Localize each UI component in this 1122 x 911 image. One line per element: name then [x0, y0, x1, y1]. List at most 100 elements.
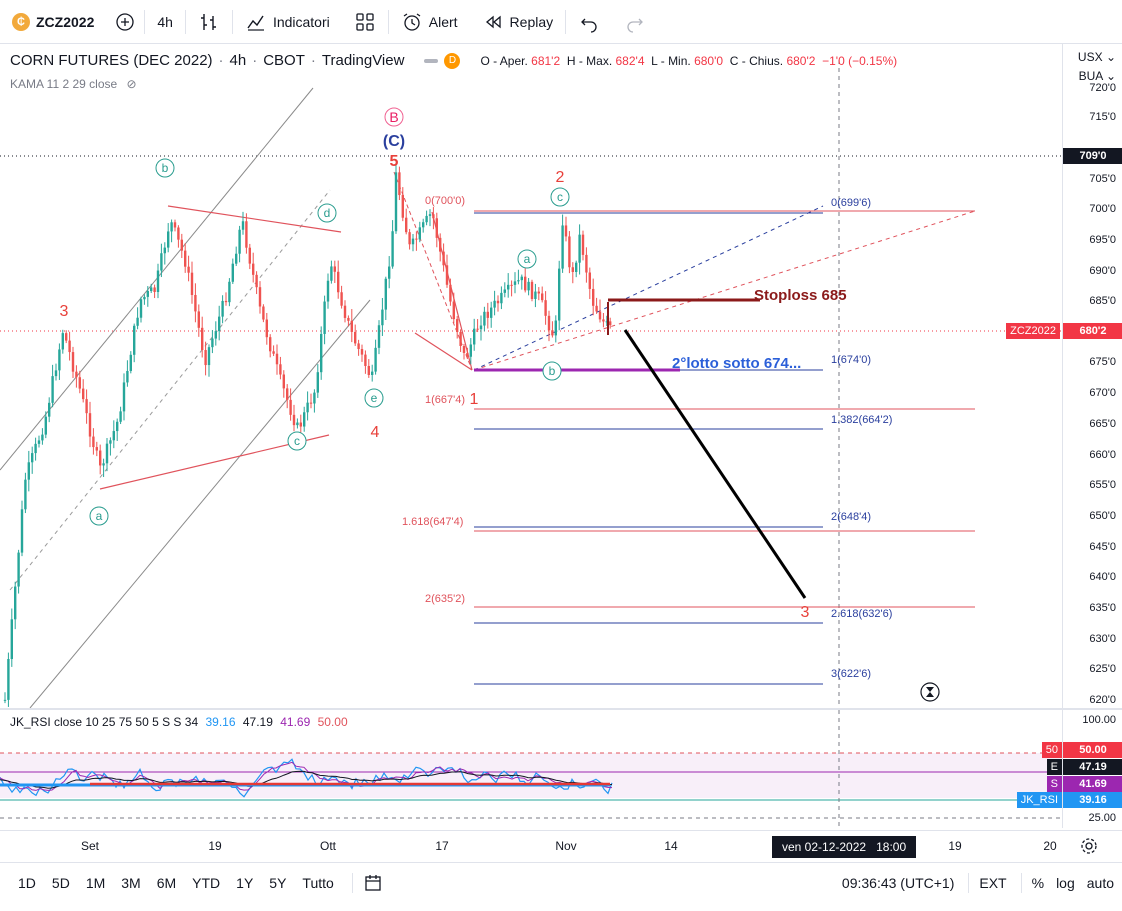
candle-body — [609, 321, 612, 326]
candle-body — [51, 376, 54, 403]
candle-body — [459, 331, 462, 346]
clock-display[interactable]: 09:36:43 (UTC+1) — [841, 874, 955, 891]
fib-left-group[interactable] — [473, 210, 976, 608]
time-cursor-badge: ven 02-12-2022 18:00 — [772, 836, 917, 858]
range-button-1d[interactable]: 1D — [18, 874, 36, 891]
candle-body — [58, 349, 61, 371]
rewind-icon — [485, 15, 501, 28]
ext-hours-toggle[interactable]: EXT — [979, 874, 1007, 891]
range-button-5y[interactable]: 5Y — [269, 874, 287, 891]
rsi-canvas[interactable] — [0, 710, 1062, 828]
fib-left-1618: 1.618(647'4) — [402, 516, 463, 528]
candlestick-series — [3, 164, 612, 707]
stoploss-label[interactable]: Stoploss 685 — [754, 287, 847, 304]
settings-gear-icon[interactable] — [1080, 837, 1098, 855]
bar-chart-icon — [200, 13, 216, 30]
fib-left-0: 0(700'0) — [425, 195, 465, 207]
date-range-icon[interactable] — [363, 873, 383, 893]
rsi-badge-e: 47.19 — [1063, 759, 1122, 775]
candle-body — [354, 331, 357, 344]
layouts-button[interactable] — [342, 0, 388, 44]
price-chart-pane[interactable]: 0(700'0) 1(667'4) 1.618(647'4) 2(635'2) … — [0, 44, 1062, 708]
log-toggle[interactable]: log — [1056, 874, 1075, 891]
wave-letter-e1: e — [364, 388, 384, 408]
candle-body — [258, 287, 262, 307]
candle-body — [408, 232, 411, 245]
price-chart-canvas[interactable]: 0(700'0) 1(667'4) 1.618(647'4) 2(635'2) … — [0, 44, 1062, 708]
candle-body — [316, 372, 319, 393]
triangle-upper-line — [167, 205, 342, 233]
candle-body — [442, 251, 445, 266]
wave-letter-c2: c — [550, 187, 570, 207]
auto-toggle[interactable]: auto — [1086, 874, 1114, 891]
candle-body — [330, 266, 333, 281]
wave-letter-c1: c — [287, 431, 307, 451]
candle-body — [605, 321, 608, 323]
pane-divider[interactable] — [0, 708, 1122, 710]
unit-selector[interactable]: BUA ⌄ — [1078, 69, 1116, 83]
rsi-pane[interactable] — [0, 710, 1062, 828]
chart-type-button[interactable] — [186, 0, 232, 44]
wave-2-label: 2 — [556, 169, 565, 186]
alert-button[interactable]: Alert — [389, 0, 470, 44]
range-button-5d[interactable]: 5D — [51, 874, 70, 891]
legend-title: CORN FUTURES (DEC 2022) — [10, 52, 213, 69]
candle-body — [75, 371, 78, 378]
candle-body — [309, 402, 313, 404]
time-label: Ott — [319, 839, 337, 853]
candle-body — [262, 306, 265, 320]
candle-body — [340, 292, 343, 306]
rsi-value-3: 41.69 — [280, 715, 311, 729]
wave-C-label: (C) — [383, 133, 405, 150]
add-symbol-button[interactable] — [106, 0, 144, 44]
wave-3-target-label: 3 — [801, 604, 810, 621]
undo-button[interactable] — [566, 0, 612, 44]
candle-body — [333, 266, 336, 272]
percent-toggle[interactable]: % — [1031, 874, 1045, 891]
rsi-badge-value: 39.16 — [1063, 792, 1122, 808]
candle-body — [143, 296, 146, 300]
candle-body — [122, 382, 126, 412]
candle-body — [197, 311, 200, 328]
divider — [144, 9, 146, 34]
legend-collapse-icon[interactable] — [424, 58, 439, 63]
candle-body — [391, 231, 394, 267]
range-button-3m[interactable]: 3M — [121, 874, 141, 891]
candle-body — [510, 284, 513, 286]
candle-body — [109, 440, 112, 444]
candle-body — [496, 300, 500, 304]
wave-4-label: 4 — [371, 424, 380, 441]
candle-body — [3, 699, 7, 701]
candle-body — [214, 331, 217, 339]
candle-body — [551, 330, 554, 336]
replay-button[interactable]: Replay — [470, 0, 566, 44]
candle-body — [146, 291, 149, 297]
range-button-6m[interactable]: 6M — [156, 874, 177, 891]
indicators-button[interactable]: Indicatori — [233, 0, 342, 44]
range-button-tutto[interactable]: Tutto — [302, 874, 334, 891]
price-scale[interactable]: USX ⌄ BUA ⌄ 720'0 715'0 705'0 700'0 695'0 690… — [1062, 44, 1122, 828]
price-label: 650'0 — [1089, 510, 1116, 522]
candle-body — [255, 274, 258, 288]
currency-selector[interactable]: USX ⌄ — [1077, 50, 1116, 64]
interval-button[interactable]: 4h — [145, 0, 185, 44]
symbol-search[interactable]: ₵ ZCZ2022 — [0, 0, 106, 44]
interval-label: 4h — [157, 13, 173, 30]
range-button-ytd[interactable]: YTD — [192, 874, 221, 891]
candle-body — [350, 320, 353, 332]
wave-letter-a1: a — [89, 506, 109, 526]
eye-off-icon[interactable]: ⊘ — [126, 77, 137, 91]
chart-legend: CORN FUTURES (DEC 2022) · 4h · CBOT · Tr… — [10, 52, 898, 69]
rsi-line-signal — [0, 770, 613, 789]
redo-button[interactable] — [612, 0, 658, 44]
projection-line[interactable] — [623, 329, 807, 599]
delay-badge[interactable]: D — [444, 52, 461, 69]
range-button-1m[interactable]: 1M — [85, 874, 106, 891]
time-axis[interactable]: ven 02-12-2022 18:00 Set 19 Ott 17 Nov 14 19 20 — [0, 830, 1122, 860]
candle-body — [272, 351, 275, 354]
range-button-1y[interactable]: 1Y — [236, 874, 254, 891]
hourglass-icon[interactable] — [920, 682, 940, 702]
second-lot-label[interactable]: 2°lotto sotto 674... — [672, 355, 801, 372]
candle-body — [153, 287, 156, 293]
divider — [231, 9, 233, 34]
